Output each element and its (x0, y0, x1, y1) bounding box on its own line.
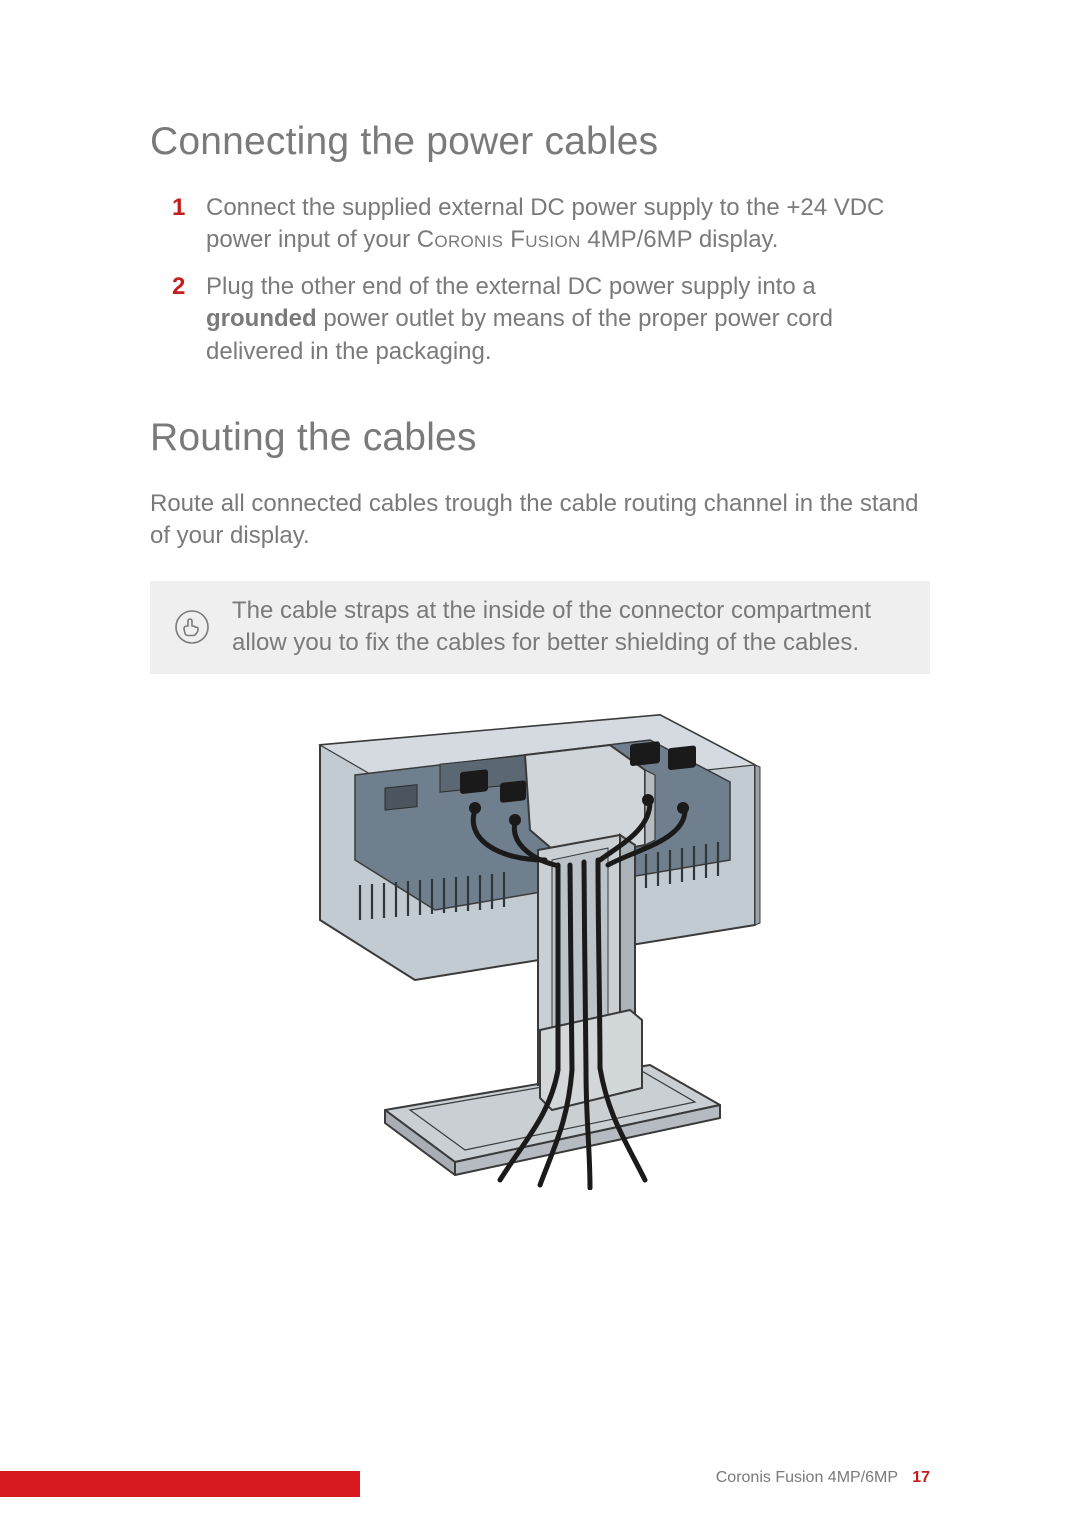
page-footer: Coronis Fusion 4MP/6MP 17 (716, 1469, 930, 1487)
heading-power: Connecting the power cables (150, 120, 930, 164)
footer-text: Coronis Fusion 4MP/6MP (716, 1469, 898, 1486)
page-number: 17 (912, 1469, 930, 1486)
step2-bold: grounded (206, 305, 317, 332)
step2-pre: Plug the other end of the external DC po… (206, 273, 816, 300)
routing-paragraph: Route all connected cables trough the ca… (150, 488, 930, 553)
note-text: The cable straps at the inside of the co… (232, 595, 906, 660)
step-number: 2 (172, 271, 206, 303)
heading-routing: Routing the cables (150, 416, 930, 460)
power-step-2: 2 Plug the other end of the external DC … (172, 271, 930, 368)
step1-product: Coronis Fusion (417, 226, 581, 253)
note-box: The cable straps at the inside of the co… (150, 581, 930, 674)
footer-red-bar (0, 1471, 360, 1497)
step1-post: 4MP/6MP display. (581, 226, 779, 253)
power-steps-list: 1 Connect the supplied external DC power… (172, 192, 930, 368)
step-number: 1 (172, 192, 206, 224)
step-body: Plug the other end of the external DC po… (206, 271, 930, 368)
hand-point-icon (174, 609, 210, 645)
power-step-1: 1 Connect the supplied external DC power… (172, 192, 930, 257)
step-body: Connect the supplied external DC power s… (206, 192, 930, 257)
cable-routing-figure (150, 710, 930, 1190)
